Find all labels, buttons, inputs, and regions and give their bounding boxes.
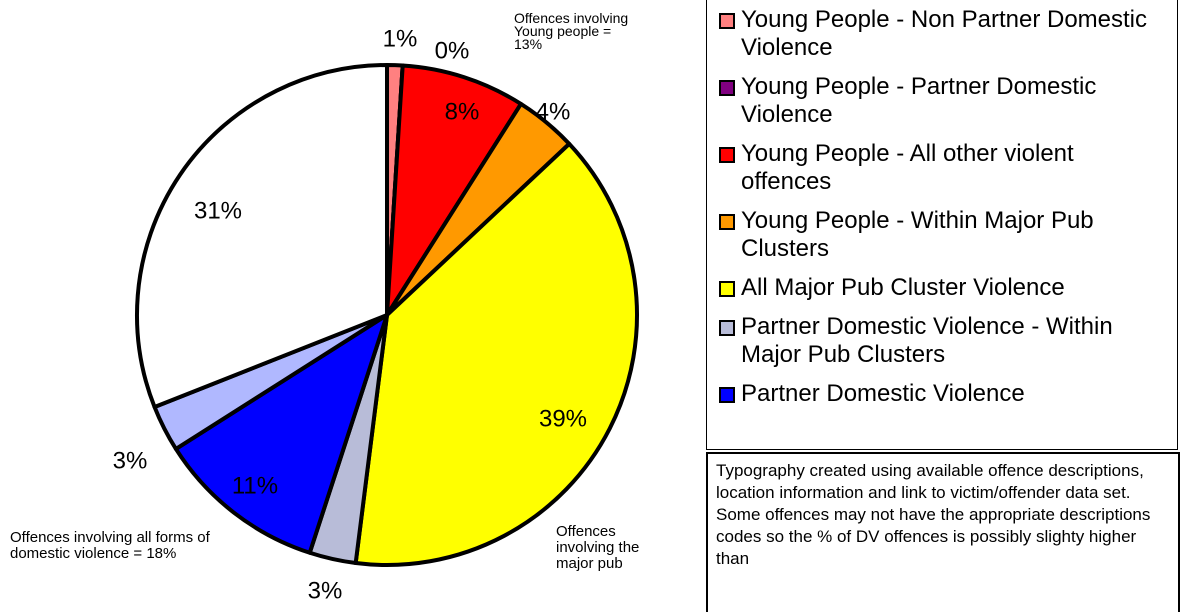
data-label: 0%: [435, 37, 470, 64]
legend-swatch: [719, 281, 735, 297]
annotation: Offences involving Young people = 13%: [514, 10, 629, 52]
legend-label: Partner Domestic Violence - Within Major…: [741, 313, 1113, 368]
legend-entry: Young People - Within Major Pub Clusters: [719, 207, 1169, 263]
data-label: 3%: [113, 447, 148, 474]
legend-swatch: [719, 80, 735, 96]
annotation: Offences involving all forms of domestic…: [10, 529, 210, 562]
data-label: 3%: [308, 577, 343, 604]
legend-entry: Young People - All other violent offence…: [719, 140, 1169, 196]
legend-label: Partner Domestic Violence: [741, 380, 1025, 407]
legend-entry: All Major Pub Cluster Violence: [719, 274, 1169, 302]
legend-swatch: [719, 320, 735, 336]
legend-swatch: [719, 387, 735, 403]
legend-label: All Major Pub Cluster Violence: [741, 274, 1065, 301]
data-label: 11%: [232, 472, 278, 499]
data-label: 4%: [536, 98, 571, 125]
data-label: 1%: [383, 25, 418, 52]
pie-slice: [385, 63, 523, 317]
pie-slice: [353, 141, 639, 567]
legend-entry: Young People - Partner Domestic Violence: [719, 73, 1169, 129]
legend-label: Young People - Within Major Pub Clusters: [741, 207, 1094, 262]
legend: Young People - Non Partner Domestic Viol…: [706, 0, 1178, 450]
pie-slice: [135, 63, 389, 410]
legend-swatch: [719, 214, 735, 230]
legend-swatch: [719, 13, 735, 29]
legend-swatch: [719, 147, 735, 163]
pie-chart: 1% 0% 8% 4% 39% 3% 11% 3% 31%: [113, 25, 639, 604]
legend-entry: Partner Domestic Violence - Within Major…: [719, 313, 1169, 369]
legend-entry: Young People - Non Partner Domestic Viol…: [719, 6, 1169, 62]
legend-label: Young People - Non Partner Domestic Viol…: [741, 6, 1148, 61]
legend-entry: Partner Domestic Violence: [719, 380, 1169, 408]
data-label: 31%: [194, 197, 242, 224]
data-label: 39%: [539, 405, 587, 432]
pie-slice: [173, 313, 389, 555]
legend-label: Young People - Partner Domestic Violence: [741, 73, 1097, 128]
legend-label: Young People - All other violent offence…: [741, 140, 1074, 195]
note-box: Typography created using available offen…: [706, 452, 1180, 612]
annotation: Offences involving the major pub: [556, 523, 640, 572]
data-label: 8%: [445, 98, 480, 125]
